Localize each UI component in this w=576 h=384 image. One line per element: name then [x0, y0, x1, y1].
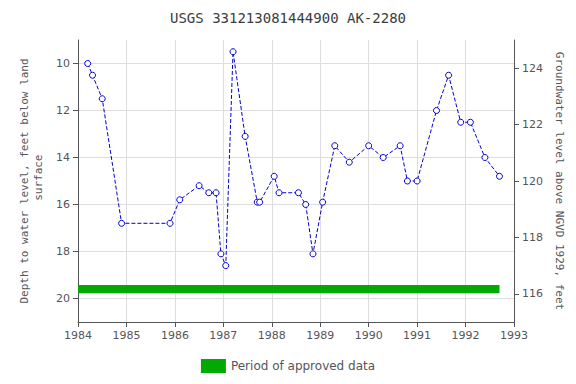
- svg-text:1987: 1987: [209, 329, 237, 342]
- svg-text:118: 118: [522, 231, 543, 244]
- svg-text:20: 20: [56, 292, 70, 305]
- svg-text:12: 12: [56, 104, 70, 117]
- svg-text:1986: 1986: [161, 329, 189, 342]
- svg-text:Groundwater level above NGVD 1: Groundwater level above NGVD 1929, feet: [553, 52, 566, 310]
- svg-text:14: 14: [56, 151, 70, 164]
- svg-text:Depth to water level, feet bel: Depth to water level, feet below land: [18, 58, 31, 303]
- svg-text:116: 116: [522, 287, 543, 300]
- svg-text:1985: 1985: [112, 329, 140, 342]
- svg-text:1984: 1984: [64, 329, 92, 342]
- svg-text:USGS 331213081444900 AK-2280: USGS 331213081444900 AK-2280: [170, 10, 406, 26]
- svg-text:surface: surface: [32, 155, 45, 208]
- svg-text:1993: 1993: [500, 329, 528, 342]
- svg-text:10: 10: [56, 57, 70, 70]
- svg-text:1991: 1991: [403, 329, 431, 342]
- svg-text:124: 124: [522, 62, 543, 75]
- svg-text:120: 120: [522, 175, 543, 188]
- svg-text:122: 122: [522, 118, 543, 131]
- svg-text:1988: 1988: [258, 329, 286, 342]
- svg-text:16: 16: [56, 198, 70, 211]
- svg-text:1989: 1989: [306, 329, 334, 342]
- svg-text:Period of approved data: Period of approved data: [231, 359, 375, 373]
- svg-text:18: 18: [56, 245, 70, 258]
- svg-text:1992: 1992: [452, 329, 480, 342]
- svg-text:1990: 1990: [355, 329, 383, 342]
